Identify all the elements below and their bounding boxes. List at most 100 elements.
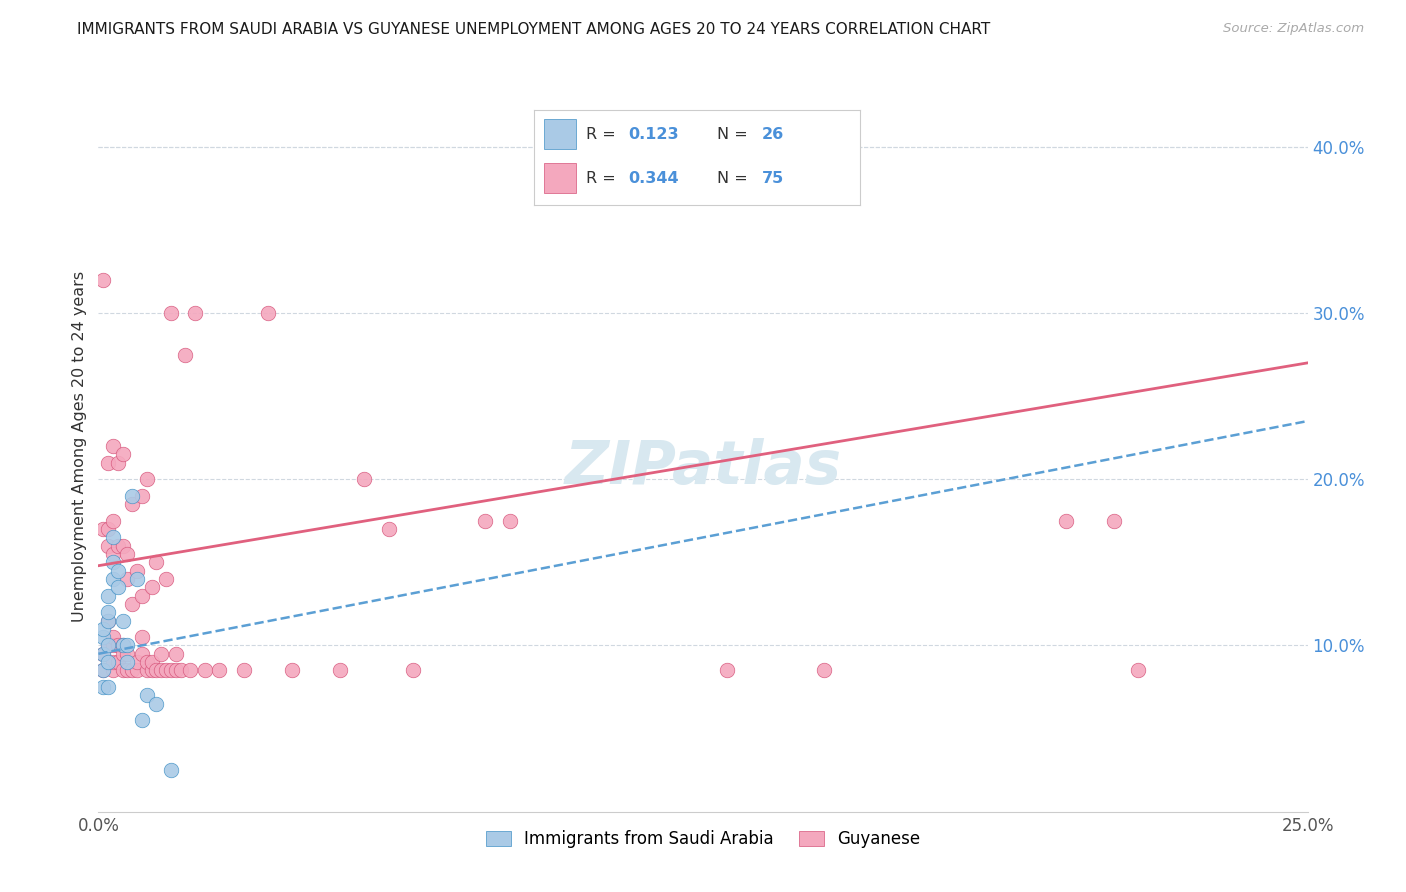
Point (141, 580, 163, 594)
Point (150, 647, 173, 661)
Point (101, 639, 124, 653)
Point (97, 605, 120, 619)
Point (1054, 514, 1077, 528)
Point (127, 664, 149, 678)
Point (117, 547, 139, 561)
Point (107, 580, 129, 594)
Point (117, 647, 139, 661)
Point (131, 714, 153, 728)
Point (111, 639, 134, 653)
Point (127, 655, 149, 669)
Point (160, 664, 183, 678)
Legend: Immigrants from Saudi Arabia, Guyanese: Immigrants from Saudi Arabia, Guyanese (479, 823, 927, 855)
Point (232, 664, 254, 678)
Point (145, 664, 167, 678)
Point (256, 306, 278, 320)
Point (135, 472, 157, 486)
Point (121, 597, 143, 611)
Point (91, 273, 114, 287)
Point (131, 489, 153, 503)
Point (117, 639, 139, 653)
Point (117, 572, 139, 586)
Point (194, 664, 217, 678)
Point (169, 664, 191, 678)
Point (474, 514, 496, 528)
Point (97, 589, 120, 603)
Y-axis label: Unemployment Among Ages 20 to 24 years: Unemployment Among Ages 20 to 24 years (72, 270, 87, 622)
Point (1102, 514, 1125, 528)
Point (91, 622, 114, 636)
Point (813, 664, 835, 678)
Point (111, 647, 134, 661)
Point (165, 647, 187, 661)
Point (127, 564, 149, 578)
Point (121, 664, 143, 678)
Point (91, 522, 114, 536)
Point (91, 664, 114, 678)
Point (135, 689, 157, 703)
Point (121, 489, 143, 503)
Point (97, 639, 120, 653)
Point (101, 555, 124, 569)
Point (97, 680, 120, 694)
Point (101, 514, 124, 528)
Point (402, 664, 425, 678)
Point (111, 614, 134, 628)
Point (97, 639, 120, 653)
Point (141, 655, 163, 669)
Point (716, 664, 738, 678)
Text: Source: ZipAtlas.com: Source: ZipAtlas.com (1223, 22, 1364, 36)
Point (91, 647, 114, 661)
Point (145, 697, 167, 711)
Point (329, 664, 352, 678)
Point (121, 497, 143, 511)
Point (97, 522, 120, 536)
Point (145, 555, 167, 569)
Point (97, 456, 120, 470)
Point (160, 306, 183, 320)
Point (101, 439, 124, 453)
Point (179, 664, 201, 678)
Text: ZIPatlas: ZIPatlas (564, 439, 842, 498)
Point (91, 680, 114, 694)
Point (91, 630, 114, 644)
Point (281, 664, 304, 678)
Point (111, 639, 134, 653)
Point (155, 572, 177, 586)
Point (160, 763, 183, 777)
Text: IMMIGRANTS FROM SAUDI ARABIA VS GUYANESE UNEMPLOYMENT AMONG AGES 20 TO 24 YEARS : IMMIGRANTS FROM SAUDI ARABIA VS GUYANESE… (77, 22, 991, 37)
Point (141, 664, 163, 678)
Point (131, 630, 153, 644)
Point (111, 539, 134, 553)
Point (135, 655, 157, 669)
Point (97, 539, 120, 553)
Point (97, 614, 120, 628)
Point (107, 639, 129, 653)
Point (101, 547, 124, 561)
Point (91, 647, 114, 661)
Point (101, 664, 124, 678)
Point (107, 564, 129, 578)
Point (91, 664, 114, 678)
Point (111, 447, 134, 461)
Point (107, 539, 129, 553)
Point (107, 456, 129, 470)
Point (111, 664, 134, 678)
Point (165, 664, 187, 678)
Point (107, 655, 129, 669)
Point (97, 655, 120, 669)
Point (498, 514, 520, 528)
Point (208, 664, 231, 678)
Point (174, 347, 197, 362)
Point (117, 655, 139, 669)
Point (101, 630, 124, 644)
Point (353, 472, 375, 486)
Point (101, 572, 124, 586)
Point (131, 589, 153, 603)
Point (117, 664, 139, 678)
Point (184, 306, 207, 320)
Point (377, 522, 399, 536)
Point (155, 664, 177, 678)
Point (97, 614, 120, 628)
Point (127, 572, 149, 586)
